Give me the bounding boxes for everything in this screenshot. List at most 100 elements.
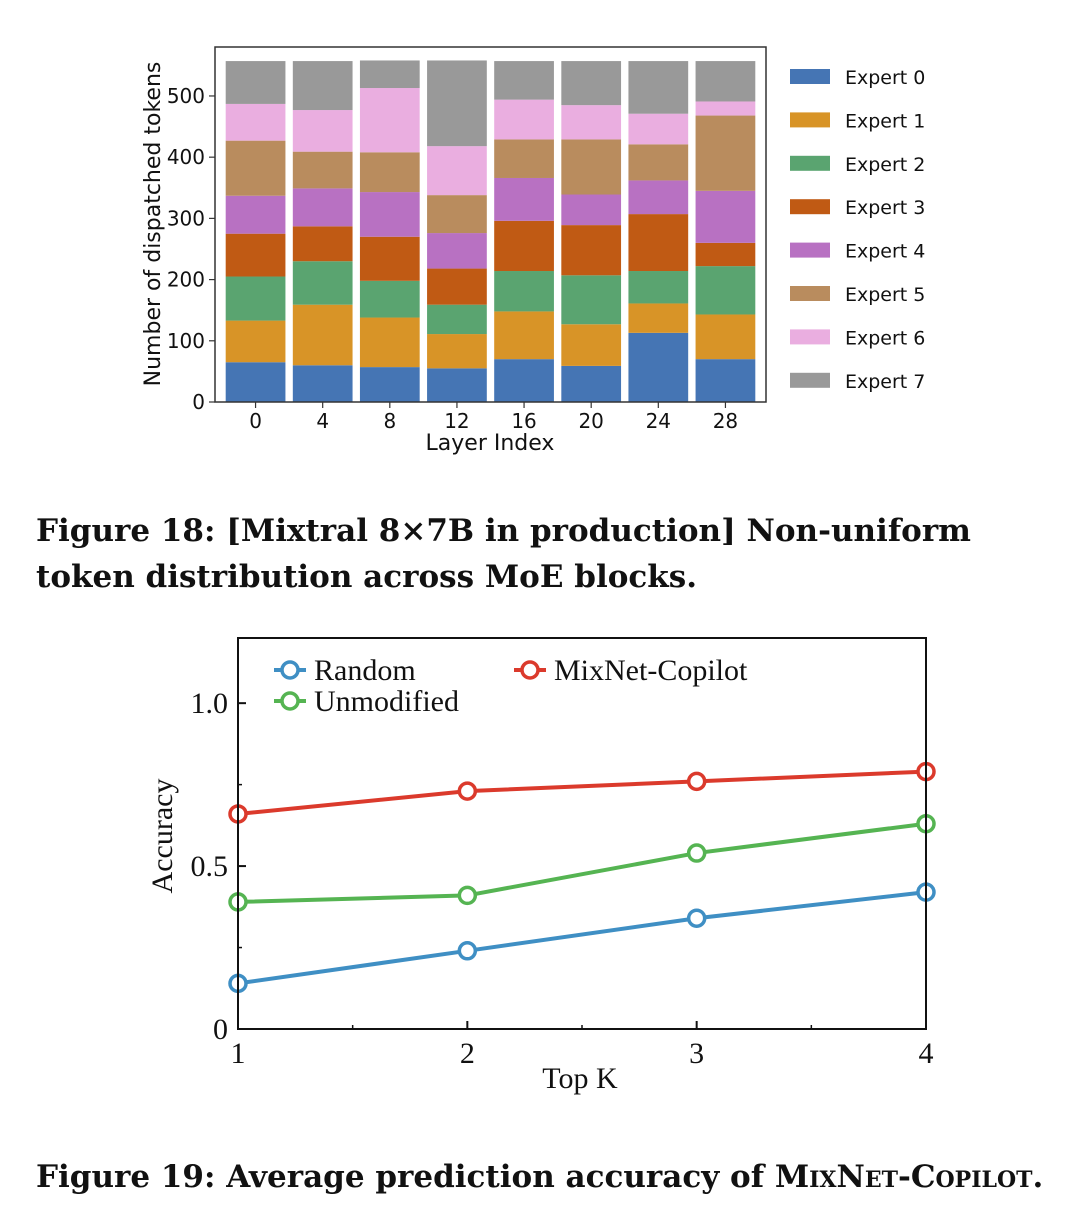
caption-label: Figure 18: <box>36 513 216 549</box>
bar-segment <box>292 261 353 305</box>
bar-segment <box>359 367 420 402</box>
bar-segment <box>359 152 420 193</box>
bar-segment <box>427 195 487 234</box>
series-line <box>237 890 927 986</box>
bar-segment <box>494 61 554 100</box>
bar-segment <box>427 304 487 335</box>
caption-smallcaps-name: MixNet-Copilot <box>774 1159 1033 1195</box>
bar-segment <box>427 268 487 305</box>
legend-swatch <box>790 112 830 128</box>
x-tick-label: 1 <box>231 1037 246 1070</box>
bar-segment <box>628 61 689 114</box>
legend-marker <box>280 660 300 680</box>
data-point <box>457 885 478 906</box>
x-tick-label: 20 <box>578 409 603 433</box>
legend-swatch <box>790 329 830 345</box>
bar-segment <box>225 61 286 104</box>
bar-segment <box>292 365 353 402</box>
bar-segment <box>695 61 756 102</box>
bar-segment <box>494 359 554 402</box>
bar-segment <box>359 317 420 368</box>
bar-segment <box>628 180 689 215</box>
bar-segment <box>561 194 622 226</box>
legend-swatch <box>790 286 830 301</box>
bar-segment <box>292 61 353 111</box>
bar-segment <box>628 144 689 181</box>
y-tick-label: 500 <box>167 84 205 108</box>
legend-label: Random <box>314 654 416 687</box>
bar-segment <box>494 271 554 312</box>
x-tick-label: 12 <box>444 409 469 433</box>
series-line <box>237 769 927 816</box>
bar-segment <box>494 220 554 272</box>
data-point <box>686 771 707 792</box>
y-axis-label: Number of dispatched tokens <box>141 62 166 387</box>
y-tick-label: 200 <box>167 268 205 292</box>
y-axis-label: Accuracy <box>146 779 179 894</box>
y-axis-ticks: 0 100 200 300 400 500 <box>167 84 215 414</box>
bar-segment <box>695 242 756 267</box>
bar-segment <box>427 146 487 196</box>
line-chart: 0 0.5 1.0 1 2 3 4 Top K Accuracy RandomUnmodi… <box>146 637 936 1095</box>
bar-segment <box>292 304 353 366</box>
legend-label: Expert 0 <box>845 67 925 89</box>
bar-segment <box>695 115 756 191</box>
legend-marker <box>280 691 300 711</box>
bar-group <box>225 60 756 402</box>
series-lines <box>228 761 936 994</box>
bar-segment <box>292 226 353 262</box>
x-axis-label: Top K <box>542 1062 618 1095</box>
data-point <box>457 781 478 801</box>
legend-label: Expert 2 <box>845 154 925 176</box>
bar-segment <box>427 233 487 269</box>
bar-segment <box>494 99 554 140</box>
legend-label: Unmodified <box>314 685 459 718</box>
y-tick-label: 100 <box>167 329 205 353</box>
bar-segment <box>427 368 487 402</box>
caption-text-end: . <box>1032 1159 1044 1195</box>
legend-swatch <box>790 199 830 215</box>
x-tick-label: 24 <box>646 409 671 433</box>
x-tick-label: 4 <box>919 1037 934 1070</box>
bar-segment <box>359 88 420 153</box>
x-tick-label: 2 <box>460 1037 475 1070</box>
bar-segment <box>695 359 756 402</box>
bar-segment <box>695 101 756 116</box>
bar-segment <box>494 311 554 360</box>
bar-segment <box>225 276 286 321</box>
bar-segment <box>292 151 353 189</box>
bar-segment <box>359 192 420 237</box>
data-point <box>457 941 478 961</box>
bar-segment <box>628 214 689 272</box>
data-point <box>686 908 707 928</box>
legend-label: MixNet-Copilot <box>554 654 748 687</box>
bar-segment <box>628 332 689 402</box>
bar-segment <box>292 188 353 227</box>
legend-label: Expert 1 <box>845 110 925 132</box>
bar-segment <box>695 266 756 315</box>
bar-segment <box>561 105 622 140</box>
bar-segment <box>225 233 286 277</box>
y-tick-label: 400 <box>167 145 205 169</box>
bar-segment <box>359 60 420 89</box>
y-axis-ticks: 0 0.5 1.0 <box>191 687 246 1046</box>
bar-segment <box>561 139 622 195</box>
bar-segment <box>225 362 286 402</box>
bar-segment <box>225 320 286 363</box>
stacked-bar-chart: 0 100 200 300 400 500 0 4 8 12 16 20 24 28 Layer Ind… <box>141 46 925 456</box>
x-axis-label: Layer Index <box>426 431 555 456</box>
bar-segment <box>225 103 286 141</box>
legend-label: Expert 6 <box>845 327 925 349</box>
bar-segment <box>427 334 487 369</box>
y-tick-label: 0 <box>213 1013 228 1046</box>
bar-segment <box>561 324 622 366</box>
x-tick-label: 0 <box>249 409 262 433</box>
bar-segment <box>628 113 689 145</box>
figure-18-caption: Figure 18: [Mixtral 8×7B in production] … <box>36 508 1056 600</box>
legend-swatch <box>790 69 830 84</box>
x-axis-ticks: 0 4 8 12 16 20 24 28 <box>249 402 738 433</box>
legend-label: Expert 7 <box>845 371 925 393</box>
x-axis-ticks: 1 2 3 4 <box>231 1021 934 1070</box>
x-tick-label: 28 <box>713 409 738 433</box>
bar-segment <box>628 303 689 333</box>
